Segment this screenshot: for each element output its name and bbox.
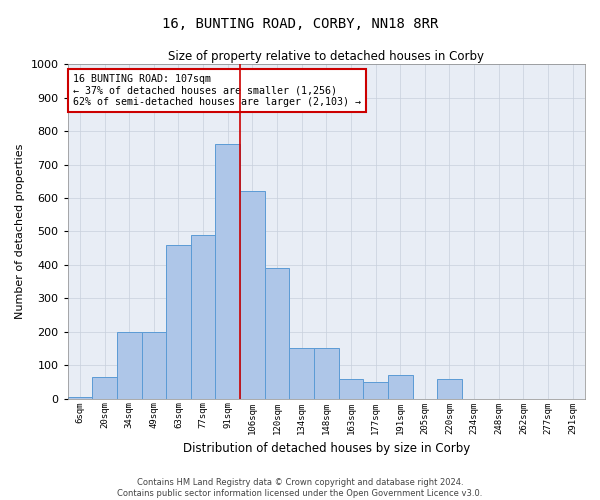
Text: Contains HM Land Registry data © Crown copyright and database right 2024.
Contai: Contains HM Land Registry data © Crown c… — [118, 478, 482, 498]
Bar — [68, 397, 92, 398]
Bar — [338, 378, 363, 398]
Y-axis label: Number of detached properties: Number of detached properties — [15, 144, 25, 319]
Bar — [191, 234, 215, 398]
Text: 16 BUNTING ROAD: 107sqm
← 37% of detached houses are smaller (1,256)
62% of semi: 16 BUNTING ROAD: 107sqm ← 37% of detache… — [73, 74, 361, 108]
Bar — [117, 332, 142, 398]
Bar — [92, 377, 117, 398]
Bar — [142, 332, 166, 398]
Bar — [240, 192, 265, 398]
X-axis label: Distribution of detached houses by size in Corby: Distribution of detached houses by size … — [182, 442, 470, 455]
Bar — [314, 348, 338, 399]
Text: 16, BUNTING ROAD, CORBY, NN18 8RR: 16, BUNTING ROAD, CORBY, NN18 8RR — [162, 18, 438, 32]
Bar — [289, 348, 314, 399]
Bar — [265, 268, 289, 398]
Bar — [215, 144, 240, 398]
Bar — [437, 378, 462, 398]
Bar — [363, 382, 388, 398]
Bar — [388, 375, 413, 398]
Bar — [166, 245, 191, 398]
Title: Size of property relative to detached houses in Corby: Size of property relative to detached ho… — [168, 50, 484, 63]
